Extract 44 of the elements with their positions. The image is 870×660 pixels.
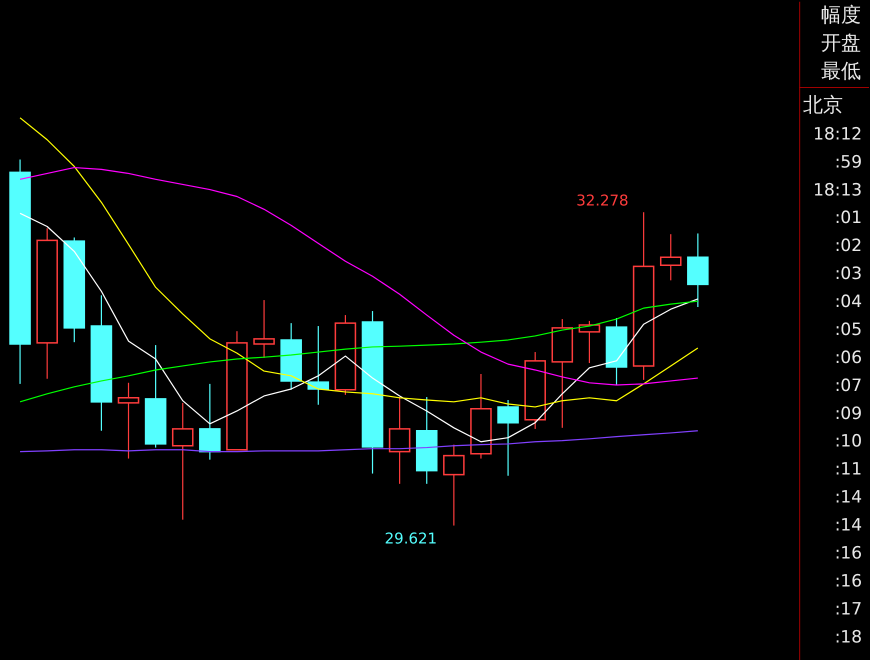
text: :05 <box>834 318 862 339</box>
candlestick <box>90 294 112 432</box>
text: :18 <box>834 626 862 646</box>
text: :03 <box>834 263 862 284</box>
candlestick <box>199 383 221 460</box>
candlestick <box>632 212 654 380</box>
candlestick <box>443 444 465 526</box>
text: :17 <box>834 598 862 618</box>
candlestick <box>9 158 31 384</box>
candlestick <box>660 234 682 281</box>
annotation: 32.278 <box>576 191 629 210</box>
text: 29.621 <box>384 530 437 548</box>
candlestick <box>362 310 384 474</box>
candlestick <box>64 236 86 343</box>
text: 18:12 <box>813 123 862 144</box>
candlestick <box>280 322 302 390</box>
candlestick <box>552 318 574 428</box>
text: :06 <box>834 346 862 367</box>
text: 北京 <box>803 92 844 117</box>
candlestick <box>687 232 709 308</box>
candlestick <box>524 351 546 430</box>
text: 18:13 <box>813 179 862 200</box>
candlestick <box>253 299 275 359</box>
text: :09 <box>834 402 862 423</box>
candlestick <box>416 396 438 484</box>
candlestick <box>118 382 140 460</box>
text: :10 <box>834 430 862 451</box>
text: 开盘 <box>821 30 862 55</box>
candlestick <box>388 396 410 484</box>
candlestick <box>172 402 194 520</box>
text: :11 <box>834 458 862 479</box>
text: :16 <box>834 542 862 562</box>
text: :16 <box>834 570 862 590</box>
text: :59 <box>834 151 862 172</box>
text: :02 <box>834 235 862 256</box>
text: 幅度 <box>821 2 862 27</box>
text: 最低 <box>821 58 862 83</box>
text: :14 <box>834 486 862 507</box>
text: :04 <box>834 291 862 312</box>
text: :07 <box>834 374 862 395</box>
candlestick <box>36 228 58 380</box>
text: :01 <box>834 207 862 228</box>
candlestick <box>606 317 628 386</box>
text: :14 <box>834 514 862 535</box>
